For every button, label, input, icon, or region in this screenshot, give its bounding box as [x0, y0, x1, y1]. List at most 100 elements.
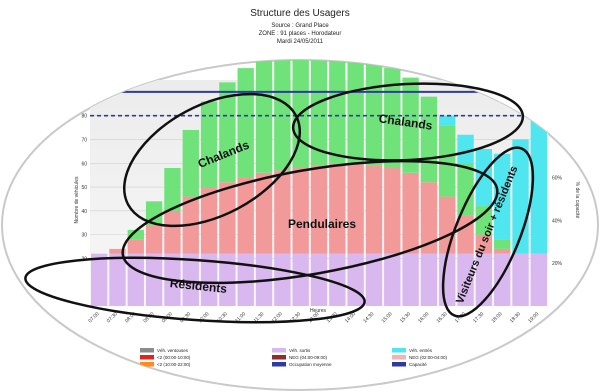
bar-segment-s1 [402, 172, 419, 254]
legend-swatch [392, 362, 406, 367]
chart-zone: ZONE : 91 places - Horodateur [259, 31, 342, 37]
legend-label: <2 (00:00-10:00) [157, 355, 191, 360]
legend: Véh. ventouses Véh. sortis Véh. entrés <2 (… [140, 348, 448, 367]
bar-segment-s2 [420, 96, 438, 183]
bar-segment-s1 [329, 163, 346, 254]
legend-swatch [392, 348, 406, 353]
bar-segment-s1 [274, 170, 291, 254]
legend-swatch [272, 362, 286, 367]
bar-groups [91, 60, 547, 306]
bar-segment-s0 [512, 253, 529, 306]
chart-date: Mardi 24/05/2011 [277, 39, 324, 45]
bar-segment-s0 [292, 253, 309, 306]
bar-segment-s2 [329, 60, 346, 164]
bar-segment-s1 [347, 163, 364, 254]
bar-segment-s2 [127, 229, 144, 240]
legend-swatch [140, 348, 154, 353]
bar-segment-s2 [182, 129, 199, 197]
bar-segment-s0 [145, 253, 163, 306]
ellipse-residents [24, 256, 366, 324]
bar-segment-s0 [200, 253, 218, 306]
y2-tick-label: 20% [552, 261, 563, 267]
legend-label: Occupation moyenne [289, 362, 332, 367]
legend-label: <2 (10:00-22:00) [157, 362, 191, 367]
bar-segment-s2 [219, 82, 236, 183]
bar-segment-s3 [475, 148, 493, 207]
y-axis-label: Nombre de véhicules [74, 176, 80, 223]
legend-swatch [392, 355, 406, 360]
bar-segment-s1 [494, 248, 511, 254]
bar-segment-s2 [347, 60, 364, 164]
bar-segment-s0 [310, 253, 328, 306]
bar-segment-s0 [91, 253, 108, 306]
legend-swatch [140, 362, 154, 367]
y2-tick-label: 60% [552, 176, 563, 182]
bar-segment-s0 [237, 253, 254, 306]
y2-axis-label: % de la capacité [574, 182, 580, 219]
legend-label: Véh. ventouses [157, 348, 189, 353]
bar-segment-s0 [420, 253, 438, 306]
bar-segment-s0 [109, 253, 126, 306]
annotation-residents: Résidents [169, 276, 228, 296]
bar-segment-s1 [310, 165, 328, 254]
legend-label: Véh. sortis [289, 348, 311, 353]
bar-segment-s3 [457, 134, 474, 164]
y2-tick-label: 100% [552, 90, 565, 96]
bar-segment-s2 [255, 60, 273, 173]
bar-segment-s1 [127, 239, 144, 254]
bar-segment-s1 [109, 248, 126, 254]
legend-label: NEG (04:00-09:00) [289, 355, 328, 360]
bar-segment-s0 [127, 253, 144, 306]
legend-label: Véh. entrés [409, 348, 433, 353]
y-tick-label: 50 [81, 185, 87, 191]
bar-segment-s1 [292, 168, 309, 254]
bar-segment-s0 [494, 253, 511, 306]
bar-segment-s1 [439, 196, 456, 254]
bar-segment-s2 [200, 101, 218, 188]
chart-title: Structure des Usagers [250, 8, 350, 19]
x-axis-label: Heures [310, 308, 327, 314]
bar-segment-s2 [457, 163, 474, 216]
legend-swatch [272, 355, 286, 360]
ellipse-chalands-left [122, 92, 302, 228]
y-tick-label: 70 [81, 137, 87, 143]
y2-tick-label: 40% [552, 218, 563, 224]
y-tick-label: 80 [81, 114, 87, 120]
legend-swatch [140, 355, 154, 360]
bar-segment-s0 [182, 253, 199, 306]
bar-segment-s0 [347, 253, 364, 306]
bar-segment-s1 [164, 210, 181, 254]
bar-segment-s2 [164, 168, 181, 211]
bar-segment-s0 [219, 253, 236, 306]
y-tick-label: 60 [81, 161, 87, 167]
reference-lines [90, 90, 548, 117]
bar-segment-s2 [237, 68, 254, 178]
legend-label: NEG (02:00-04:00) [409, 355, 448, 360]
bar-segment-s1 [457, 215, 474, 254]
y-tick-label: 40 [81, 209, 87, 215]
bar-segment-s0 [439, 253, 456, 306]
bar-segment-s0 [384, 253, 401, 306]
bar-segment-s0 [475, 253, 493, 306]
bar-segment-s1 [145, 225, 163, 254]
bar-segment-s2 [402, 77, 419, 173]
bar-segment-s1 [475, 234, 493, 254]
bar-segment-s1 [237, 177, 254, 254]
bar-segment-s0 [402, 253, 419, 306]
bar-segment-s2 [274, 60, 291, 171]
y-tick-label: 30 [81, 233, 87, 239]
bar-segment-s1 [365, 165, 383, 254]
bar-segment-s0 [329, 253, 346, 306]
bar-segment-s0 [457, 253, 474, 306]
bar-segment-s3 [439, 115, 456, 126]
bar-segment-s1 [384, 168, 401, 254]
bar-segment-s3 [530, 115, 547, 254]
bar-segment-s3 [494, 153, 511, 240]
ellipse-visiteurs [441, 146, 535, 318]
bar-segment-s0 [530, 253, 547, 306]
annotation-ellipses [24, 82, 535, 324]
bar-segment-s1 [219, 182, 236, 254]
ellipse-pendulaires [121, 159, 499, 285]
